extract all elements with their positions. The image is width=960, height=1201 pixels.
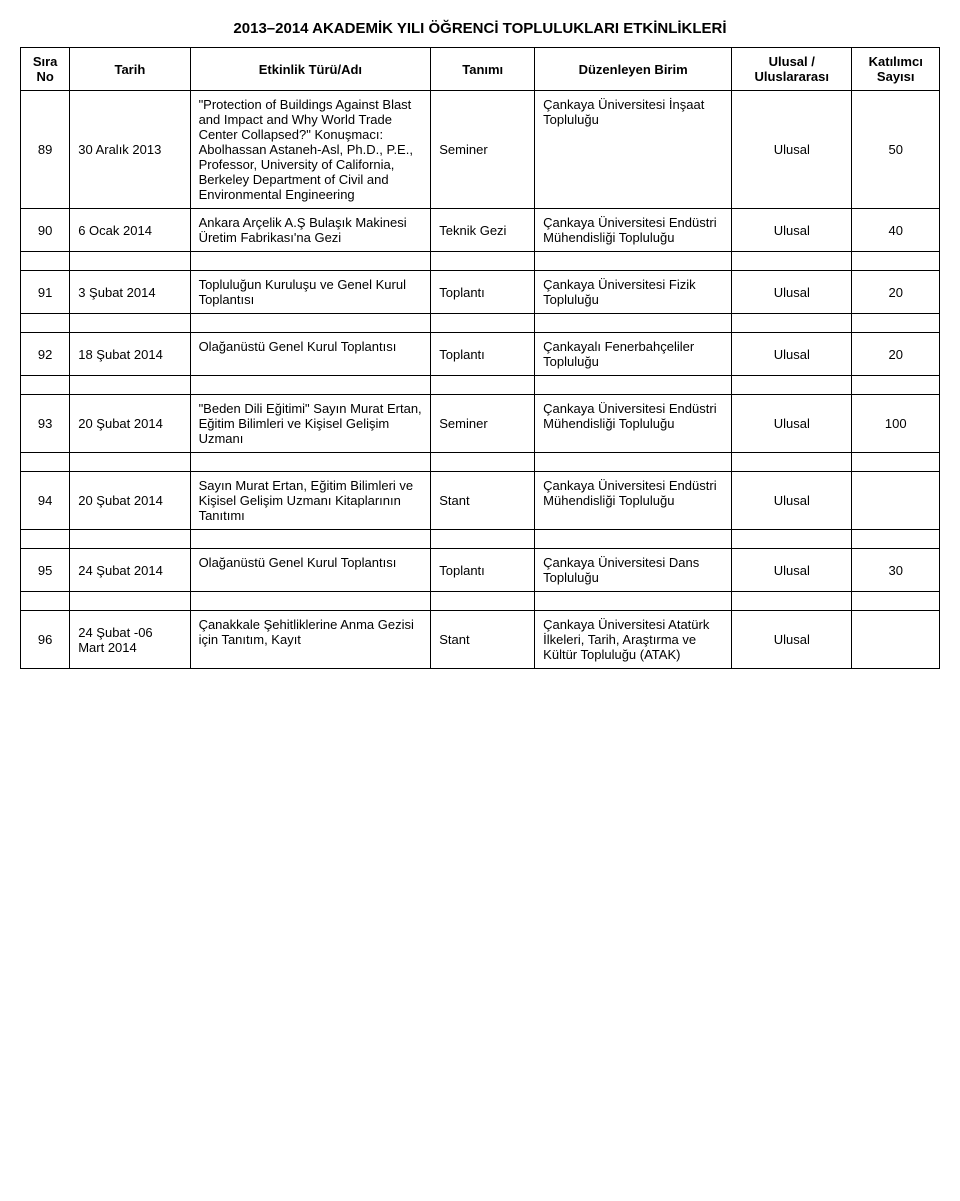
cell-sira: 95 <box>21 549 70 592</box>
cell-tarih: 20 Şubat 2014 <box>70 395 190 453</box>
table-spacer-row <box>21 530 940 549</box>
cell-tanimi: Seminer <box>431 91 535 209</box>
table-row: 8930 Aralık 2013"Protection of Buildings… <box>21 91 940 209</box>
cell-katilimci: 20 <box>852 333 940 376</box>
cell-sira: 92 <box>21 333 70 376</box>
cell-etkinlik: "Beden Dili Eğitimi" Sayın Murat Ertan, … <box>190 395 431 453</box>
cell-ulusal: Ulusal <box>732 611 852 669</box>
header-birim: Düzenleyen Birim <box>535 48 732 91</box>
cell-etkinlik: Sayın Murat Ertan, Eğitim Bilimleri ve K… <box>190 472 431 530</box>
cell-tarih: 20 Şubat 2014 <box>70 472 190 530</box>
cell-tarih: 18 Şubat 2014 <box>70 333 190 376</box>
header-katilimci: Katılımcı Sayısı <box>852 48 940 91</box>
table-row: 9524 Şubat 2014Olağanüstü Genel Kurul To… <box>21 549 940 592</box>
cell-tarih: 3 Şubat 2014 <box>70 271 190 314</box>
cell-ulusal: Ulusal <box>732 472 852 530</box>
table-spacer-row <box>21 592 940 611</box>
cell-katilimci <box>852 611 940 669</box>
cell-katilimci <box>852 472 940 530</box>
cell-etkinlik: Topluluğun Kuruluşu ve Genel Kurul Topla… <box>190 271 431 314</box>
cell-tanimi: Toplantı <box>431 549 535 592</box>
cell-birim: Çankayalı Fenerbahçeliler Topluluğu <box>535 333 732 376</box>
table-row: 9624 Şubat -06 Mart 2014Çanakkale Şehitl… <box>21 611 940 669</box>
table-row: 913 Şubat 2014Topluluğun Kuruluşu ve Gen… <box>21 271 940 314</box>
cell-birim: Çankaya Üniversitesi Endüstri Mühendisli… <box>535 395 732 453</box>
cell-ulusal: Ulusal <box>732 271 852 314</box>
cell-ulusal: Ulusal <box>732 549 852 592</box>
cell-birim: Çankaya Üniversitesi İnşaat Topluluğu <box>535 91 732 209</box>
cell-birim: Çankaya Üniversitesi Endüstri Mühendisli… <box>535 472 732 530</box>
table-spacer-row <box>21 453 940 472</box>
cell-sira: 91 <box>21 271 70 314</box>
cell-tanimi: Teknik Gezi <box>431 209 535 252</box>
table-row: 9218 Şubat 2014Olağanüstü Genel Kurul To… <box>21 333 940 376</box>
cell-birim: Çankaya Üniversitesi Endüstri Mühendisli… <box>535 209 732 252</box>
cell-katilimci: 30 <box>852 549 940 592</box>
cell-katilimci: 50 <box>852 91 940 209</box>
cell-tanimi: Seminer <box>431 395 535 453</box>
cell-katilimci: 40 <box>852 209 940 252</box>
cell-birim: Çankaya Üniversitesi Dans Topluluğu <box>535 549 732 592</box>
header-ulusal: Ulusal / Uluslararası <box>732 48 852 91</box>
cell-sira: 96 <box>21 611 70 669</box>
cell-sira: 89 <box>21 91 70 209</box>
cell-sira: 94 <box>21 472 70 530</box>
table-row: 9320 Şubat 2014"Beden Dili Eğitimi" Sayı… <box>21 395 940 453</box>
header-etkinlik: Etkinlik Türü/Adı <box>190 48 431 91</box>
cell-ulusal: Ulusal <box>732 209 852 252</box>
cell-katilimci: 100 <box>852 395 940 453</box>
cell-etkinlik: Ankara Arçelik A.Ş Bulaşık Makinesi Üret… <box>190 209 431 252</box>
cell-tarih: 30 Aralık 2013 <box>70 91 190 209</box>
table-header-row: Sıra No Tarih Etkinlik Türü/Adı Tanımı D… <box>21 48 940 91</box>
header-tarih: Tarih <box>70 48 190 91</box>
cell-katilimci: 20 <box>852 271 940 314</box>
table-spacer-row <box>21 314 940 333</box>
header-tanimi: Tanımı <box>431 48 535 91</box>
cell-sira: 93 <box>21 395 70 453</box>
cell-tarih: 24 Şubat 2014 <box>70 549 190 592</box>
table-row: 9420 Şubat 2014Sayın Murat Ertan, Eğitim… <box>21 472 940 530</box>
cell-tanimi: Stant <box>431 472 535 530</box>
cell-sira: 90 <box>21 209 70 252</box>
cell-tarih: 24 Şubat -06 Mart 2014 <box>70 611 190 669</box>
cell-etkinlik: Olağanüstü Genel Kurul Toplantısı <box>190 333 431 376</box>
cell-ulusal: Ulusal <box>732 333 852 376</box>
cell-etkinlik: "Protection of Buildings Against Blast a… <box>190 91 431 209</box>
events-table: Sıra No Tarih Etkinlik Türü/Adı Tanımı D… <box>20 47 940 669</box>
table-spacer-row <box>21 252 940 271</box>
cell-ulusal: Ulusal <box>732 395 852 453</box>
cell-tanimi: Toplantı <box>431 271 535 314</box>
table-row: 906 Ocak 2014Ankara Arçelik A.Ş Bulaşık … <box>21 209 940 252</box>
cell-birim: Çankaya Üniversitesi Fizik Topluluğu <box>535 271 732 314</box>
cell-ulusal: Ulusal <box>732 91 852 209</box>
cell-tanimi: Stant <box>431 611 535 669</box>
page-title: 2013–2014 AKADEMİK YILI ÖĞRENCİ TOPLULUK… <box>20 20 940 37</box>
table-spacer-row <box>21 376 940 395</box>
cell-tarih: 6 Ocak 2014 <box>70 209 190 252</box>
cell-etkinlik: Olağanüstü Genel Kurul Toplantısı <box>190 549 431 592</box>
cell-birim: Çankaya Üniversitesi Atatürk İlkeleri, T… <box>535 611 732 669</box>
header-sira: Sıra No <box>21 48 70 91</box>
cell-tanimi: Toplantı <box>431 333 535 376</box>
cell-etkinlik: Çanakkale Şehitliklerine Anma Gezisi içi… <box>190 611 431 669</box>
